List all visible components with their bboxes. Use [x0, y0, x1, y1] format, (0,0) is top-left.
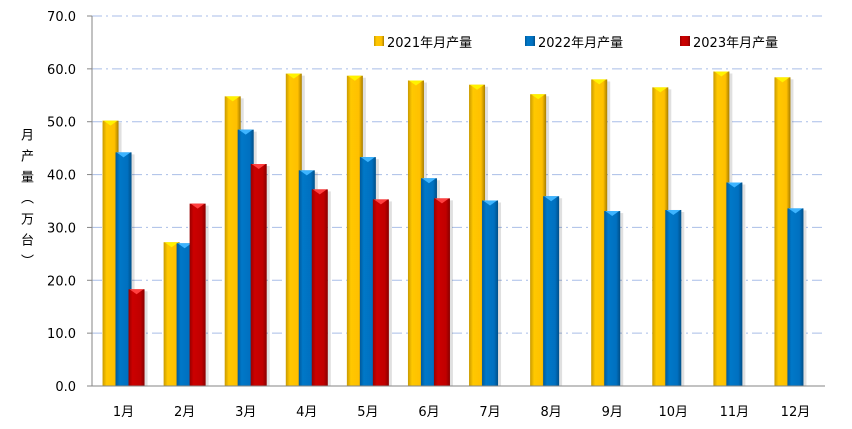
- bar-cap: [788, 208, 803, 214]
- bar-2021年月产量-9月: [591, 79, 608, 386]
- x-tick-label: 4月: [296, 405, 317, 420]
- bar-cap: [299, 170, 314, 176]
- bar-2021年月产量-5月: [346, 75, 363, 386]
- x-tick-label: 5月: [357, 405, 378, 420]
- bar-cap: [408, 80, 423, 86]
- bar-cap: [434, 198, 449, 204]
- bar-cap: [347, 75, 362, 81]
- y-tick-label: 10.0: [47, 327, 76, 342]
- bar-cap: [164, 242, 179, 248]
- bar-2021年月产量-11月: [713, 71, 730, 386]
- bar-2022年月产量-2月: [176, 243, 193, 386]
- y-tick-label: 20.0: [47, 274, 76, 289]
- bar-2021年月产量-7月: [469, 84, 486, 386]
- bar-2023年月产量-3月: [250, 164, 267, 386]
- x-tick-label: 8月: [540, 405, 561, 420]
- bar-2021年月产量-4月: [285, 73, 302, 386]
- bar-2022年月产量-4月: [298, 170, 315, 386]
- bar-cap: [727, 182, 742, 188]
- bar-2022年月产量-10月: [665, 209, 682, 386]
- bar-2023年月产量-5月: [372, 199, 389, 386]
- bar-cap: [312, 189, 327, 195]
- bar-2023年月产量-1月: [128, 289, 145, 386]
- x-tick-label: 3月: [235, 405, 256, 420]
- x-tick-label: 11月: [720, 405, 750, 420]
- y-axis-label: 月产量（万台）: [18, 128, 33, 275]
- y-tick-label: 60.0: [47, 63, 76, 78]
- x-tick-label: 7月: [479, 405, 500, 420]
- y-tick-label: 0.0: [55, 380, 76, 395]
- legend-swatch: [680, 36, 690, 46]
- x-tick-label: 12月: [781, 405, 811, 420]
- bar-cap: [238, 129, 253, 135]
- x-tick-label: 6月: [418, 405, 439, 420]
- bar-cap: [177, 243, 192, 249]
- bar-cap: [421, 178, 436, 184]
- bar-2021年月产量-8月: [530, 94, 547, 386]
- bar-cap: [373, 199, 388, 205]
- bar-2022年月产量-7月: [482, 200, 499, 386]
- legend-label: 2022年月产量: [538, 36, 623, 51]
- bar-2023年月产量-2月: [189, 203, 206, 386]
- bar-cap: [775, 77, 790, 83]
- bar-cap: [251, 164, 266, 169]
- bar-cap: [129, 289, 144, 295]
- bar-2022年月产量-6月: [420, 178, 437, 386]
- legend-label: 2023年月产量: [693, 36, 778, 51]
- bar-2022年月产量-8月: [543, 196, 560, 386]
- x-tick-label: 9月: [602, 405, 623, 420]
- bar-cap: [592, 79, 607, 85]
- bar-2022年月产量-5月: [359, 157, 376, 386]
- legend-swatch: [525, 36, 535, 46]
- bar-cap: [714, 71, 729, 77]
- bar-2023年月产量-6月: [433, 198, 450, 386]
- bar-cap: [666, 209, 681, 215]
- x-tick-label: 1月: [113, 405, 134, 420]
- bar-2022年月产量-3月: [237, 129, 254, 386]
- bar-2021年月产量-12月: [774, 77, 791, 387]
- bar-2022年月产量-1月: [115, 152, 132, 386]
- bar-2022年月产量-11月: [726, 182, 743, 386]
- y-tick-label: 50.0: [47, 116, 76, 131]
- bar-cap: [286, 73, 301, 79]
- bar-cap: [470, 84, 485, 90]
- bar-2021年月产量-2月: [163, 242, 180, 386]
- bar-cap: [531, 94, 546, 100]
- legend-swatch: [374, 36, 384, 46]
- x-tick-label: 2月: [174, 405, 195, 420]
- bar-cap: [190, 203, 205, 209]
- y-tick-label: 30.0: [47, 221, 76, 236]
- bar-2021年月产量-10月: [652, 87, 669, 386]
- legend-label: 2021年月产量: [387, 36, 472, 51]
- y-tick-label: 40.0: [47, 169, 76, 184]
- bar-2022年月产量-9月: [604, 211, 621, 386]
- bar-2021年月产量-1月: [102, 120, 119, 387]
- bar-2022年月产量-12月: [787, 208, 804, 386]
- bar-2021年月产量-6月: [407, 80, 424, 386]
- y-tick-label: 70.0: [47, 10, 76, 25]
- bar-cap: [653, 87, 668, 93]
- bar-cap: [544, 196, 559, 202]
- bar-cap: [483, 200, 498, 206]
- bar-2023年月产量-4月: [311, 189, 328, 386]
- bar-cap: [103, 120, 118, 126]
- bar-2021年月产量-3月: [224, 96, 241, 386]
- bar-cap: [605, 211, 620, 217]
- bar-cap: [360, 157, 375, 163]
- bar-cap: [225, 96, 240, 102]
- bar-cap: [116, 152, 131, 158]
- x-tick-label: 10月: [659, 405, 689, 420]
